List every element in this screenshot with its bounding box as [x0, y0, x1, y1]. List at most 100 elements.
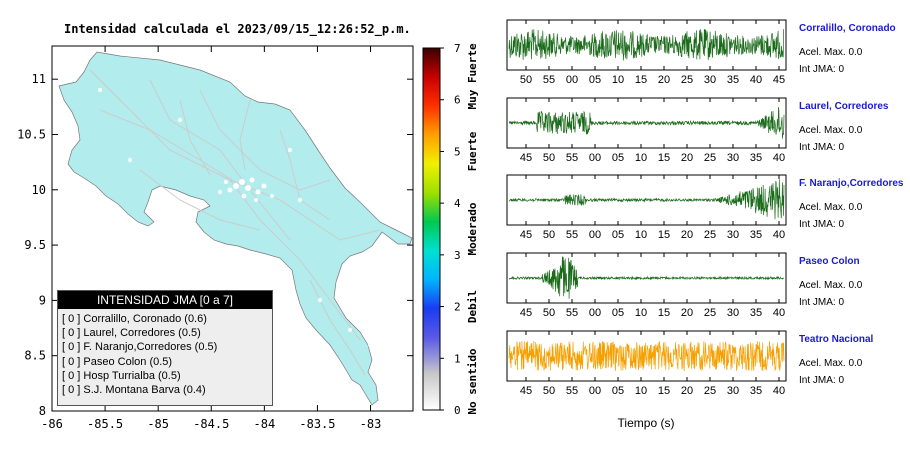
waveform-tick-label: 30	[704, 74, 716, 86]
colorbar-tick-label: 5	[454, 145, 461, 158]
map-x-tick-label: -85.5	[87, 417, 123, 431]
colorbar: 0 1 2 3 4 5 6 7 No sentido Debil Moderado Fuerte Mu…	[422, 42, 479, 417]
waveform-tick-label: 40	[773, 307, 785, 319]
map-x-tick-label: -83.5	[299, 417, 335, 431]
waveform-tick-label: 40	[773, 385, 785, 397]
colorbar-tick-label: 4	[454, 197, 461, 210]
waveform-trace	[508, 179, 785, 220]
waveform-tick-label: 10	[612, 74, 624, 86]
waveform-tick-label: 30	[727, 385, 739, 397]
colorbar-category-label: Debil	[466, 290, 479, 323]
colorbar-tick-label: 0	[454, 404, 461, 417]
waveform-tick-label: 20	[658, 74, 670, 86]
waveform-tick-label: 10	[635, 152, 647, 164]
map-y-tick-label: 9	[39, 293, 46, 307]
waveform-panels: 50 55 00 05 10 15 20 25 30 35 40 45 45 50 55 00 05 10 15 20…	[506, 19, 787, 397]
waveform-tick-label: 15	[658, 385, 670, 397]
station-int-jma: Int JMA: 0	[799, 297, 845, 308]
waveform-tick-label: 20	[681, 307, 693, 319]
waveform-tick-label: 35	[750, 152, 762, 164]
waveform-panel: 50 55 00 05 10 15 20 25 30 35 40 45	[506, 19, 787, 86]
waveform-trace	[508, 29, 785, 61]
waveform-trace	[508, 256, 785, 299]
waveform-tick-label: 05	[589, 74, 601, 86]
map-y-tick-label: 9.5	[24, 238, 46, 252]
waveform-xlabel: Tiempo (s)	[618, 416, 675, 430]
map-title: Intensidad calculada el 2023/09/15_12:26…	[64, 22, 411, 36]
waveform-tick-label: 45	[520, 307, 532, 319]
colorbar-tick-label: 3	[454, 249, 461, 262]
legend-item: [ 0 ] Laurel, Corredores (0.5)	[62, 327, 201, 340]
waveform-trace	[508, 106, 785, 139]
waveform-tick-label: 25	[704, 152, 716, 164]
colorbar-category-label: Fuerte	[466, 131, 479, 171]
waveform-tick-label: 40	[773, 152, 785, 164]
waveform-tick-label: 25	[704, 229, 716, 241]
map-x-tick-label: -86	[41, 417, 63, 431]
waveform-tick-label: 25	[681, 74, 693, 86]
waveform-tick-label: 10	[635, 229, 647, 241]
waveform-tick-label: 50	[543, 152, 555, 164]
waveform-tick-label: 35	[750, 229, 762, 241]
waveform-tick-label: 05	[612, 307, 624, 319]
road-network	[89, 69, 381, 376]
waveform-tick-label: 50	[543, 307, 555, 319]
waveform-trace	[508, 341, 785, 372]
legend-item: [ 0 ] F. Naranjo,Corredores (0.5)	[62, 341, 218, 354]
map-y-tick-label: 11	[32, 72, 46, 86]
map-x-tick-label: -84.5	[193, 417, 229, 431]
waveform-tick-label: 00	[566, 74, 578, 86]
station-name: Paseo Colon	[799, 256, 860, 267]
waveform-tick-label: 35	[750, 385, 762, 397]
waveform-tick-label: 25	[704, 307, 716, 319]
colorbar-tick-label: 7	[454, 42, 461, 55]
station-name: Corralillo, Coronado	[799, 23, 896, 34]
waveform-tick-label: 15	[658, 307, 670, 319]
map-y-tick-label: 8	[39, 404, 46, 418]
station-acel-max: Acel. Max. 0.0	[799, 202, 863, 213]
station-dots	[98, 88, 372, 347]
legend-item: [ 0 ] Paseo Colon (0.5)	[62, 355, 173, 368]
waveform-tick-label: 40	[773, 229, 785, 241]
waveform-tick-label: 40	[750, 74, 762, 86]
waveform-tick-label: 15	[635, 74, 647, 86]
waveform-tick-label: 55	[566, 152, 578, 164]
waveform-tick-label: 05	[612, 152, 624, 164]
waveform-panel: 45 50 55 00 05 10 15 20 25 30 35 40	[506, 97, 787, 164]
station-acel-max: Acel. Max. 0.0	[799, 358, 863, 369]
legend-title: INTENSIDAD JMA [0 a 7]	[58, 291, 272, 309]
waveform-tick-label: 00	[589, 152, 601, 164]
map-y-tick-label: 10.5	[17, 127, 46, 141]
map-x-tick-label: -85	[147, 417, 169, 431]
waveform-tick-label: 55	[566, 385, 578, 397]
colorbar-category-label: Muy Fuerte	[466, 43, 479, 110]
colorbar-category-label: Moderado	[466, 202, 479, 255]
legend-item: [ 0 ] S.J. Montana Barva (0.4)	[62, 384, 206, 397]
waveform-tick-label: 50	[543, 385, 555, 397]
waveform-panel: 45 50 55 00 05 10 15 20 25 30 35 40	[506, 252, 787, 319]
map-x-tick-label: -83	[360, 417, 382, 431]
station-int-jma: Int JMA: 0	[799, 219, 845, 230]
station-legend: INTENSIDAD JMA [0 a 7] [ 0 ] Corralillo,…	[57, 290, 273, 406]
station-name: F. Naranjo,Corredores	[799, 178, 904, 189]
waveform-tick-label: 20	[681, 385, 693, 397]
legend-item: [ 0 ] Hosp Turrialba (0.5)	[62, 369, 181, 382]
waveform-tick-label: 55	[566, 229, 578, 241]
station-int-jma: Int JMA: 0	[799, 64, 845, 75]
waveform-panel: 45 50 55 00 05 10 15 20 25 30 35 40	[506, 330, 787, 397]
colorbar-category-label: No sentido	[466, 348, 479, 415]
waveform-tick-label: 35	[727, 74, 739, 86]
map-x-tick-label: -84	[254, 417, 276, 431]
colorbar-tick-label: 6	[454, 94, 461, 107]
legend-item: [ 0 ] Corralillo, Coronado (0.6)	[62, 313, 207, 325]
waveform-tick-label: 45	[773, 74, 785, 86]
waveform-tick-label: 10	[635, 307, 647, 319]
waveform-tick-label: 30	[727, 229, 739, 241]
colorbar-tick-label: 1	[454, 352, 461, 365]
waveform-tick-label: 15	[658, 152, 670, 164]
station-int-jma: Int JMA: 0	[799, 375, 845, 386]
station-name: Teatro Nacional	[799, 334, 874, 345]
waveform-tick-label: 45	[520, 229, 532, 241]
station-int-jma: Int JMA: 0	[799, 142, 845, 153]
